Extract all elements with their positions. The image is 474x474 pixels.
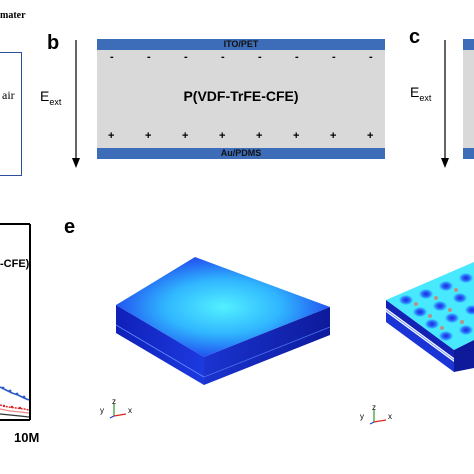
eps-mater-label: mater xyxy=(0,10,26,21)
dielectric-layer xyxy=(97,50,385,148)
neg-charge: - xyxy=(221,51,225,63)
pos-charge: + xyxy=(182,130,189,142)
panel-e-label: e xyxy=(64,216,76,238)
panel-e-slab-left xyxy=(115,257,331,385)
axis-triad-left xyxy=(109,404,127,419)
axis-x-label-right: x xyxy=(388,412,392,421)
axis-y-label-left: y xyxy=(100,406,104,415)
panel-b-label: b xyxy=(47,32,60,54)
panel-a-box xyxy=(0,52,22,176)
panel-a-eps-air: air xyxy=(2,88,15,103)
dielectric-layer-c xyxy=(463,50,474,148)
red-series xyxy=(0,404,30,411)
axis-y-label-right: y xyxy=(360,412,364,421)
top-electrode-c xyxy=(463,39,474,50)
slab-front-right xyxy=(204,307,330,385)
axis-x-label-left: x xyxy=(128,406,132,415)
bottom-electrode-c xyxy=(463,148,474,159)
pos-charge: + xyxy=(293,130,300,142)
pos-charge: + xyxy=(219,130,226,142)
pos-charge: + xyxy=(367,130,374,142)
panel-e-slab-right xyxy=(385,262,474,372)
panel-a-eps-mater: mater xyxy=(0,6,26,22)
panel-d-legend: -CFE) xyxy=(0,258,30,270)
panel-d-plot xyxy=(0,223,31,421)
neg-charge: - xyxy=(332,51,336,63)
slab-top-face xyxy=(116,257,330,357)
field-label-c: Eext xyxy=(410,84,432,103)
bottom-electrode-label: Au/PDMS xyxy=(220,148,262,158)
dielectric-label: P(VDF-TrFE-CFE) xyxy=(183,88,299,104)
field-arrow-b xyxy=(72,40,80,168)
axis-z-label-right: z xyxy=(372,403,376,412)
pos-charge: + xyxy=(145,130,152,142)
neg-charge: - xyxy=(184,51,188,63)
neg-charge: - xyxy=(258,51,262,63)
neg-charge: - xyxy=(110,51,114,63)
pos-charge: + xyxy=(256,130,263,142)
top-electrode: ITO/PET xyxy=(97,39,385,50)
axis-triad-right xyxy=(369,410,387,425)
pos-charge: + xyxy=(330,130,337,142)
dark-series xyxy=(0,413,30,418)
axis-z-label-left: z xyxy=(112,397,116,406)
neg-charge: - xyxy=(147,51,151,63)
slab-right-side-1 xyxy=(386,300,454,358)
slab-front-left xyxy=(116,305,204,385)
x-tick-10M: 10M xyxy=(14,430,40,445)
field-label-b: Eext xyxy=(40,88,62,107)
neg-charge: - xyxy=(295,51,299,63)
field-arrow-c xyxy=(441,40,449,168)
bottom-electrode: Au/PDMS xyxy=(97,148,385,159)
pos-charge: + xyxy=(108,130,115,142)
pink-series xyxy=(0,408,30,414)
top-electrode-label: ITO/PET xyxy=(223,39,259,49)
eps-air-label: air xyxy=(2,88,15,102)
slab-right-side-2 xyxy=(386,312,454,372)
panel-c-label: c xyxy=(409,26,421,48)
neg-charge: - xyxy=(369,51,373,63)
blue-series xyxy=(0,386,30,401)
